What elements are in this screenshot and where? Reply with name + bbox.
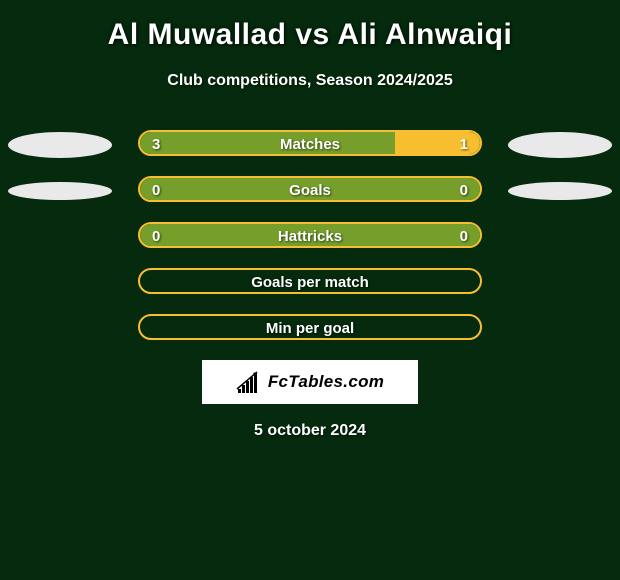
stat-label: Min per goal xyxy=(140,316,480,340)
stat-bar: 3 1 Matches xyxy=(138,130,482,156)
stat-row-goals: 0 0 Goals xyxy=(0,176,620,204)
stat-bar: Min per goal xyxy=(138,314,482,340)
page-title: Al Muwallad vs Ali Alnwaiqi xyxy=(0,0,620,52)
snapshot-date: 5 october 2024 xyxy=(0,422,620,440)
stat-label: Goals per match xyxy=(140,270,480,294)
player2-shadow-icon xyxy=(508,182,612,200)
stat-row-hattricks: 0 0 Hattricks xyxy=(0,222,620,250)
fctables-logo: FcTables.com xyxy=(202,360,418,404)
stat-rows: 3 1 Matches 0 0 Goals 0 0 xyxy=(0,130,620,342)
page-subtitle: Club competitions, Season 2024/2025 xyxy=(0,72,620,90)
stat-label: Hattricks xyxy=(140,224,480,248)
bar-chart-icon xyxy=(236,371,262,393)
logo-text: FcTables.com xyxy=(268,372,384,392)
stat-label: Matches xyxy=(140,132,480,156)
comparison-infographic: Al Muwallad vs Ali Alnwaiqi Club competi… xyxy=(0,0,620,580)
stat-bar: Goals per match xyxy=(138,268,482,294)
stat-bar: 0 0 Hattricks xyxy=(138,222,482,248)
player2-shadow-icon xyxy=(508,132,612,158)
player1-shadow-icon xyxy=(8,132,112,158)
stat-label: Goals xyxy=(140,178,480,202)
stat-row-goals-per-match: Goals per match xyxy=(0,268,620,296)
stat-row-matches: 3 1 Matches xyxy=(0,130,620,158)
player1-shadow-icon xyxy=(8,182,112,200)
stat-bar: 0 0 Goals xyxy=(138,176,482,202)
stat-row-min-per-goal: Min per goal xyxy=(0,314,620,342)
